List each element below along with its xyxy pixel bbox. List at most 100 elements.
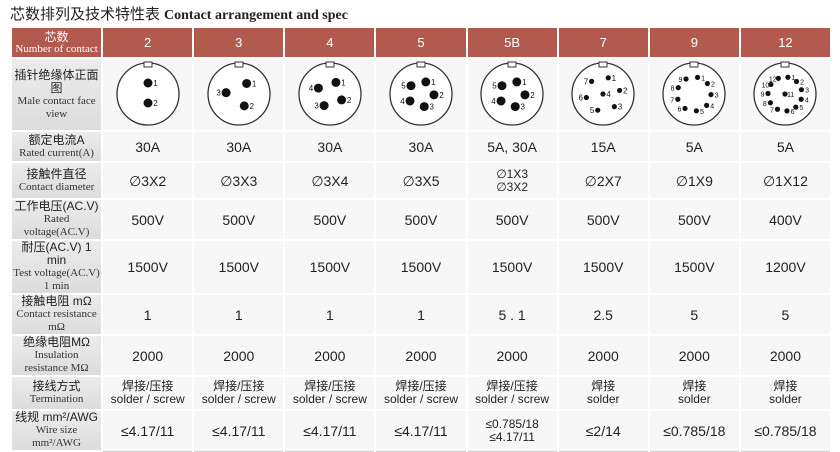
pin xyxy=(336,95,346,105)
cell-line: 30A xyxy=(408,138,434,155)
spec-cell: ∅3X3 xyxy=(192,161,286,200)
row-label: 接触件直径 Contact diameter xyxy=(9,161,104,200)
spec-row: 接触件直径 Contact diameter ∅3X2 ∅3X3 ∅3X4 ∅3X5 ∅1X… xyxy=(9,161,833,200)
label-en: Rated voltage(AC.V) xyxy=(23,213,90,238)
pin xyxy=(520,90,530,100)
pin-label: 5 xyxy=(700,109,704,116)
pin xyxy=(775,106,781,112)
header-cell: 9 xyxy=(647,26,741,59)
cell-line: 1 xyxy=(417,306,425,323)
label-zh: 耐压(AC.V) 1 min xyxy=(21,240,92,267)
spec-cell: 1 xyxy=(374,293,468,336)
cell-line: 1500V xyxy=(491,259,533,275)
pin-label: 6 xyxy=(791,109,795,116)
spec-cell: 2000 xyxy=(556,334,650,377)
key-notch xyxy=(416,61,426,68)
row-label: 工作电压(AC.V) Rated voltage(AC.V) xyxy=(9,198,104,241)
spec-cell: ≤4.17/11 xyxy=(192,409,286,452)
pin-label: 1 xyxy=(792,75,796,82)
spec-cell: 500V xyxy=(101,198,195,241)
cell-line: 500V xyxy=(586,211,620,228)
cell-line: ∅3X2 xyxy=(496,179,528,194)
pin xyxy=(682,105,688,112)
spec-cell: 5 xyxy=(738,293,833,336)
cell-line: ≤4.17/11 xyxy=(303,422,357,439)
spec-cell: 焊接/压接 solder / screw xyxy=(283,375,377,411)
pin-label: 9 xyxy=(679,77,683,84)
spec-cell: 1500V xyxy=(647,239,741,295)
pin xyxy=(331,77,341,87)
spec-cell: 焊接/压接 solder / screw xyxy=(465,375,559,411)
pin xyxy=(784,108,790,114)
cell-line: 1200V xyxy=(765,259,806,275)
cell-line: 1 xyxy=(143,306,152,323)
pin-label: 3 xyxy=(521,103,526,112)
pin xyxy=(143,98,153,108)
pin-label: 1 xyxy=(153,79,158,88)
connector-face: 123 4 5 xyxy=(480,61,544,126)
face-cell: 1 2 3 4 5 6 7 8 9 10 11 12 xyxy=(738,57,833,132)
title: 芯数排列及技术特性表 Contact arrangement and spec xyxy=(10,3,348,23)
cell-line: 15A xyxy=(590,138,616,155)
cell-line: 1500V xyxy=(400,259,442,275)
header-cell: 5B xyxy=(465,26,559,59)
cell-line: 焊接/压接 xyxy=(395,379,447,393)
pin-label: 3 xyxy=(314,102,319,111)
pin-label: 8 xyxy=(671,86,675,93)
header-cell: 5 xyxy=(374,26,468,59)
pin-label: 2 xyxy=(347,96,352,105)
spec-cell: 1500V xyxy=(374,239,468,295)
cell-line: ∅2X7 xyxy=(584,172,622,189)
pin xyxy=(799,96,805,102)
pin-label: 3 xyxy=(618,103,623,112)
spec-row: 绝缘电阻MΩ Insulation resistance MΩ 2000 2000 20… xyxy=(9,334,833,377)
pin xyxy=(617,87,623,94)
spec-cell: 焊接/压接 solder / screw xyxy=(101,375,195,411)
spec-cell: ∅3X2 xyxy=(101,161,195,200)
label-en: Test voltage(AC.V) 1 min xyxy=(13,267,100,292)
spec-cell: 1500V xyxy=(556,239,650,295)
label-en: Number of contact xyxy=(15,42,98,55)
spec-cell: 30A xyxy=(192,130,286,163)
spec-cell: 1500V xyxy=(465,239,559,295)
key-notch xyxy=(234,61,244,68)
pin-label: 1 xyxy=(252,79,257,88)
cell-line: 焊接/压接 xyxy=(304,379,356,393)
row-label: 芯数 Number of contact xyxy=(9,26,104,59)
pin xyxy=(708,91,714,98)
header-row: 芯数 Number of contact 2 3 4 5 5B 7 9 12 xyxy=(9,26,833,59)
cell-line: 30A xyxy=(226,138,252,155)
cell-line: 5 . 1 xyxy=(498,306,526,323)
spec-cell: 1 xyxy=(283,293,377,336)
pin xyxy=(768,100,774,106)
page: 芯数排列及技术特性表 Contact arrangement and spec 芯… xyxy=(9,3,833,452)
pin-label: 4 xyxy=(400,97,405,106)
pin xyxy=(675,85,682,91)
cell-line: 2000 xyxy=(132,347,164,364)
spec-cell: 焊接 solder xyxy=(647,375,741,411)
pin-label: 2 xyxy=(153,99,158,108)
cell-line: 2000 xyxy=(769,347,802,364)
pin-label: 6 xyxy=(579,94,584,103)
pin xyxy=(683,76,689,82)
connector-face: 123 4 5 xyxy=(389,61,453,126)
pin-label: 11 xyxy=(787,92,794,99)
spec-cell: ∅3X4 xyxy=(283,161,377,200)
cell-line: ∅3X3 xyxy=(220,172,258,189)
cell-line: 1 xyxy=(325,306,334,323)
pin xyxy=(313,83,323,93)
spec-cell: ≤2/14 xyxy=(556,409,650,452)
cell-line: 500V xyxy=(495,211,529,228)
spec-cell: ≤4.17/11 xyxy=(101,409,195,452)
spec-cell: 500V xyxy=(647,198,741,241)
spec-cell: ∅1X12 xyxy=(738,161,833,200)
pin-label: 3 xyxy=(216,89,221,98)
spec-cell: 1200V xyxy=(738,239,833,295)
cell-line: ≤0.785/18 xyxy=(754,422,817,439)
pin xyxy=(765,90,772,97)
pin xyxy=(794,78,800,85)
